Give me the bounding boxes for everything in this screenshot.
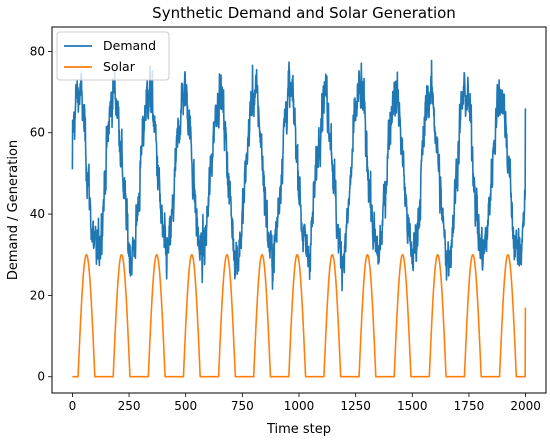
legend-label-solar: Solar: [103, 59, 136, 74]
x-tick-label: 250: [118, 399, 141, 413]
x-axis: 0 250 500 750 1000 1250 1500 1750 2000: [69, 393, 541, 413]
x-tick-label: 1000: [284, 399, 315, 413]
y-tick-label: 0: [37, 370, 45, 384]
series-line-demand: [71, 59, 527, 292]
y-axis: 0 20 40 60 80: [30, 44, 52, 384]
y-tick-label: 60: [30, 126, 45, 140]
y-tick-label: 80: [30, 44, 45, 58]
series-layer: [71, 59, 527, 378]
legend-label-demand: Demand: [103, 38, 156, 53]
y-tick-label: 20: [30, 288, 45, 302]
x-axis-label: Time step: [266, 422, 331, 437]
x-tick-label: 1500: [397, 399, 428, 413]
x-tick-label: 500: [174, 399, 197, 413]
legend: Demand Solar: [56, 31, 170, 81]
y-tick-label: 40: [30, 207, 45, 221]
x-tick-label: 1750: [454, 399, 485, 413]
x-tick-label: 0: [69, 399, 77, 413]
plot-area: [71, 59, 527, 378]
y-axis-label: Demand / Generation: [6, 140, 21, 280]
chart-title: Synthetic Demand and Solar Generation: [152, 4, 456, 22]
series-line-solar: [71, 253, 527, 378]
legend-frame: [56, 31, 170, 81]
x-tick-label: 750: [231, 399, 254, 413]
x-tick-label: 1250: [340, 399, 371, 413]
x-tick-label: 2000: [510, 399, 541, 413]
